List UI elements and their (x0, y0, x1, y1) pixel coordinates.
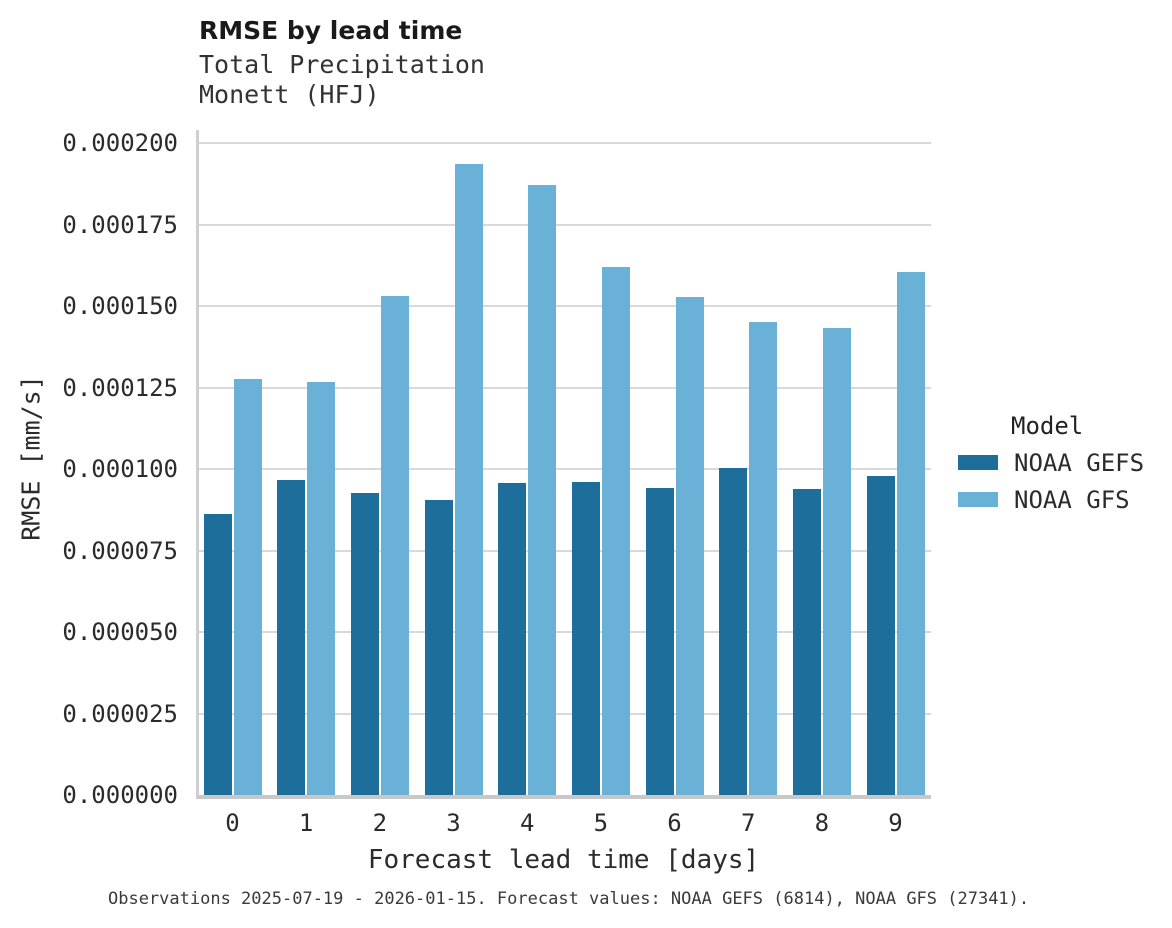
chart-title: RMSE by lead time (199, 16, 463, 45)
y-tick-label-0.000075: 0.000075 (62, 536, 178, 565)
legend-label-noaa-gefs: NOAA GEFS (1014, 448, 1145, 477)
y-tick-label-0.000175: 0.000175 (62, 210, 178, 239)
y-tick-label-0.000150: 0.000150 (62, 292, 178, 320)
chart-subtitle-station: Monett (HFJ) (199, 80, 380, 109)
gridline-y-0.000100 (199, 468, 931, 470)
bar-noaa-gfs-lead-7 (749, 322, 778, 795)
y-tick-label-0.000100: 0.000100 (62, 455, 178, 483)
x-tick-label-2: 2 (372, 809, 388, 837)
gridline-y-0.000050 (199, 631, 931, 633)
bar-noaa-gfs-lead-6 (675, 297, 704, 795)
bar-noaa-gefs-lead-1 (277, 480, 306, 795)
bar-noaa-gfs-lead-2 (380, 296, 409, 795)
x-tick-label-3: 3 (446, 809, 461, 837)
x-tick-label-5: 5 (593, 809, 609, 837)
bar-noaa-gfs-lead-0 (233, 379, 262, 795)
gridline-y-0.000125 (199, 386, 931, 389)
plot-area (196, 130, 931, 799)
y-tick-label-0.000000: 0.000000 (62, 781, 178, 809)
y-tick-label-0.000125: 0.000125 (62, 373, 178, 402)
bar-noaa-gfs-lead-1 (307, 382, 336, 795)
gridline-y-0.000200 (199, 142, 931, 144)
bar-noaa-gfs-lead-8 (822, 328, 851, 795)
bar-noaa-gefs-lead-3 (424, 500, 453, 795)
x-tick-label-6: 6 (667, 809, 682, 837)
gridline-y-0.000150 (199, 305, 931, 307)
y-axis-title: RMSE [mm/s] (16, 375, 46, 541)
x-tick-label-7: 7 (740, 809, 756, 837)
legend-swatch-noaa-gefs (958, 455, 998, 470)
y-tick-label-0.000200: 0.000200 (62, 129, 178, 157)
x-tick-label-9: 9 (888, 809, 903, 837)
y-tick-label-0.000050: 0.000050 (62, 618, 178, 646)
x-tick-label-4: 4 (519, 809, 535, 837)
bar-noaa-gefs-lead-5 (571, 482, 600, 795)
y-tick-label-0.000025: 0.000025 (62, 699, 178, 728)
bar-noaa-gefs-lead-9 (866, 476, 895, 795)
legend-label-noaa-gfs: NOAA GFS (1014, 485, 1130, 514)
bar-noaa-gefs-lead-8 (792, 489, 821, 795)
chart-subtitle-variable: Total Precipitation (199, 50, 485, 79)
bar-noaa-gefs-lead-2 (350, 493, 379, 795)
x-tick-label-8: 8 (814, 809, 830, 837)
bar-noaa-gfs-lead-3 (454, 164, 483, 795)
bar-noaa-gefs-lead-4 (498, 483, 527, 795)
x-axis-title: Forecast lead time [days] (367, 845, 760, 875)
x-tick-label-0: 0 (225, 809, 240, 837)
bar-noaa-gfs-lead-5 (601, 267, 630, 795)
legend-swatch-noaa-gfs (958, 492, 998, 507)
gridline-y-0.000175 (199, 223, 931, 226)
gridline-y-0.000025 (199, 712, 931, 715)
x-tick-label-1: 1 (298, 809, 314, 837)
gridline-y-0.000075 (199, 549, 931, 552)
bar-noaa-gefs-lead-0 (203, 514, 232, 795)
bar-noaa-gefs-lead-7 (719, 468, 748, 795)
bar-noaa-gfs-lead-4 (528, 185, 557, 795)
bar-noaa-gfs-lead-9 (896, 272, 925, 795)
legend-title: Model (1011, 412, 1084, 440)
bar-noaa-gefs-lead-6 (645, 488, 674, 795)
chart-caption: Observations 2025-07-19 - 2026-01-15. Fo… (108, 889, 1030, 909)
